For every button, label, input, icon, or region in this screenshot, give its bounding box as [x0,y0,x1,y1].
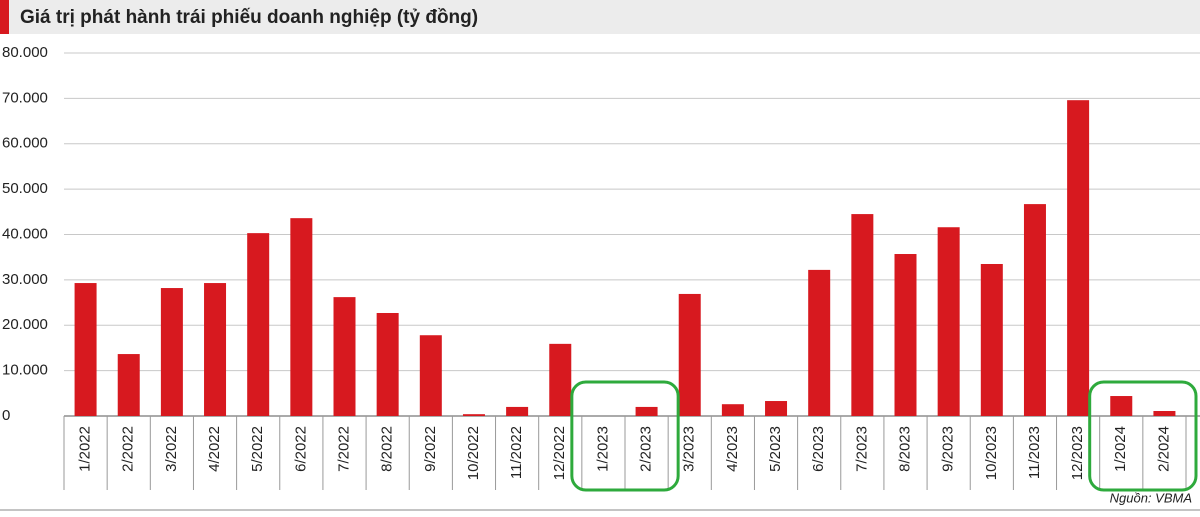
y-tick-label: 50.000 [2,180,48,197]
x-tick-label: 6/2022 [292,426,309,472]
bar [721,404,744,416]
bar [160,288,183,416]
y-tick-label: 80.000 [2,44,48,61]
x-tick-label: 2/2022 [120,426,137,472]
bar [980,263,1003,416]
bar [1153,411,1176,416]
x-tick-label: 6/2023 [810,426,827,472]
x-tick-label: 2/2024 [1155,426,1172,472]
x-tick-label: 5/2022 [249,426,266,472]
x-tick-label: 7/2023 [853,426,870,472]
bar [247,233,270,416]
highlight-box [570,380,680,492]
y-tick-label: 30.000 [2,271,48,288]
x-tick-label: 1/2023 [594,426,611,472]
bar [937,227,960,416]
bar [635,406,658,416]
bar [419,335,442,416]
x-tick-label: 3/2022 [163,426,180,472]
x-tick-label: 3/2023 [681,426,698,472]
y-tick-label: 40.000 [2,225,48,242]
x-tick-label: 2/2023 [638,426,655,472]
x-tick-label: 8/2022 [379,426,396,472]
y-tick-label: 0 [2,407,10,424]
x-tick-label: 9/2023 [940,426,957,472]
x-tick-label: 11/2022 [508,426,525,479]
source: Nguồn: VBMA [1110,490,1192,505]
bar [290,218,313,416]
bar [851,214,874,416]
x-tick-label: 10/2023 [983,426,1000,480]
bar [506,406,529,416]
x-tick-label: 11/2023 [1026,426,1043,479]
y-tick-label: 70.000 [2,89,48,106]
title-marker [0,0,9,34]
x-tick-label: 8/2023 [896,426,913,472]
bar [549,343,572,416]
y-tick-label: 20.000 [2,316,48,333]
highlight-box [1088,380,1198,492]
bar [1023,204,1046,416]
bar [765,401,788,416]
bar [333,297,356,416]
x-tick-label: 12/2023 [1069,426,1086,480]
bar [808,269,831,416]
x-tick-label: 9/2022 [422,426,439,472]
bar [1067,100,1090,416]
bar [678,293,701,416]
y-tick-label: 60.000 [2,135,48,152]
x-tick-label: 1/2024 [1112,426,1129,472]
bar [74,283,97,416]
x-tick-label: 5/2023 [767,426,784,472]
x-tick-label: 12/2022 [551,426,568,480]
bar [462,414,485,416]
bar [204,283,227,416]
x-tick-label: 10/2022 [465,426,482,480]
bar [117,354,140,416]
title-bar [0,0,1200,34]
x-tick-label: 4/2023 [724,426,741,472]
chart-title: Giá trị phát hành trái phiếu doanh nghiệ… [20,7,478,28]
y-tick-label: 10.000 [2,362,48,379]
bar [376,312,399,416]
x-tick-label: 1/2022 [77,426,94,472]
bar [894,254,917,416]
bar [1110,396,1133,416]
x-tick-label: 7/2022 [335,426,352,472]
x-tick-label: 4/2022 [206,426,223,472]
